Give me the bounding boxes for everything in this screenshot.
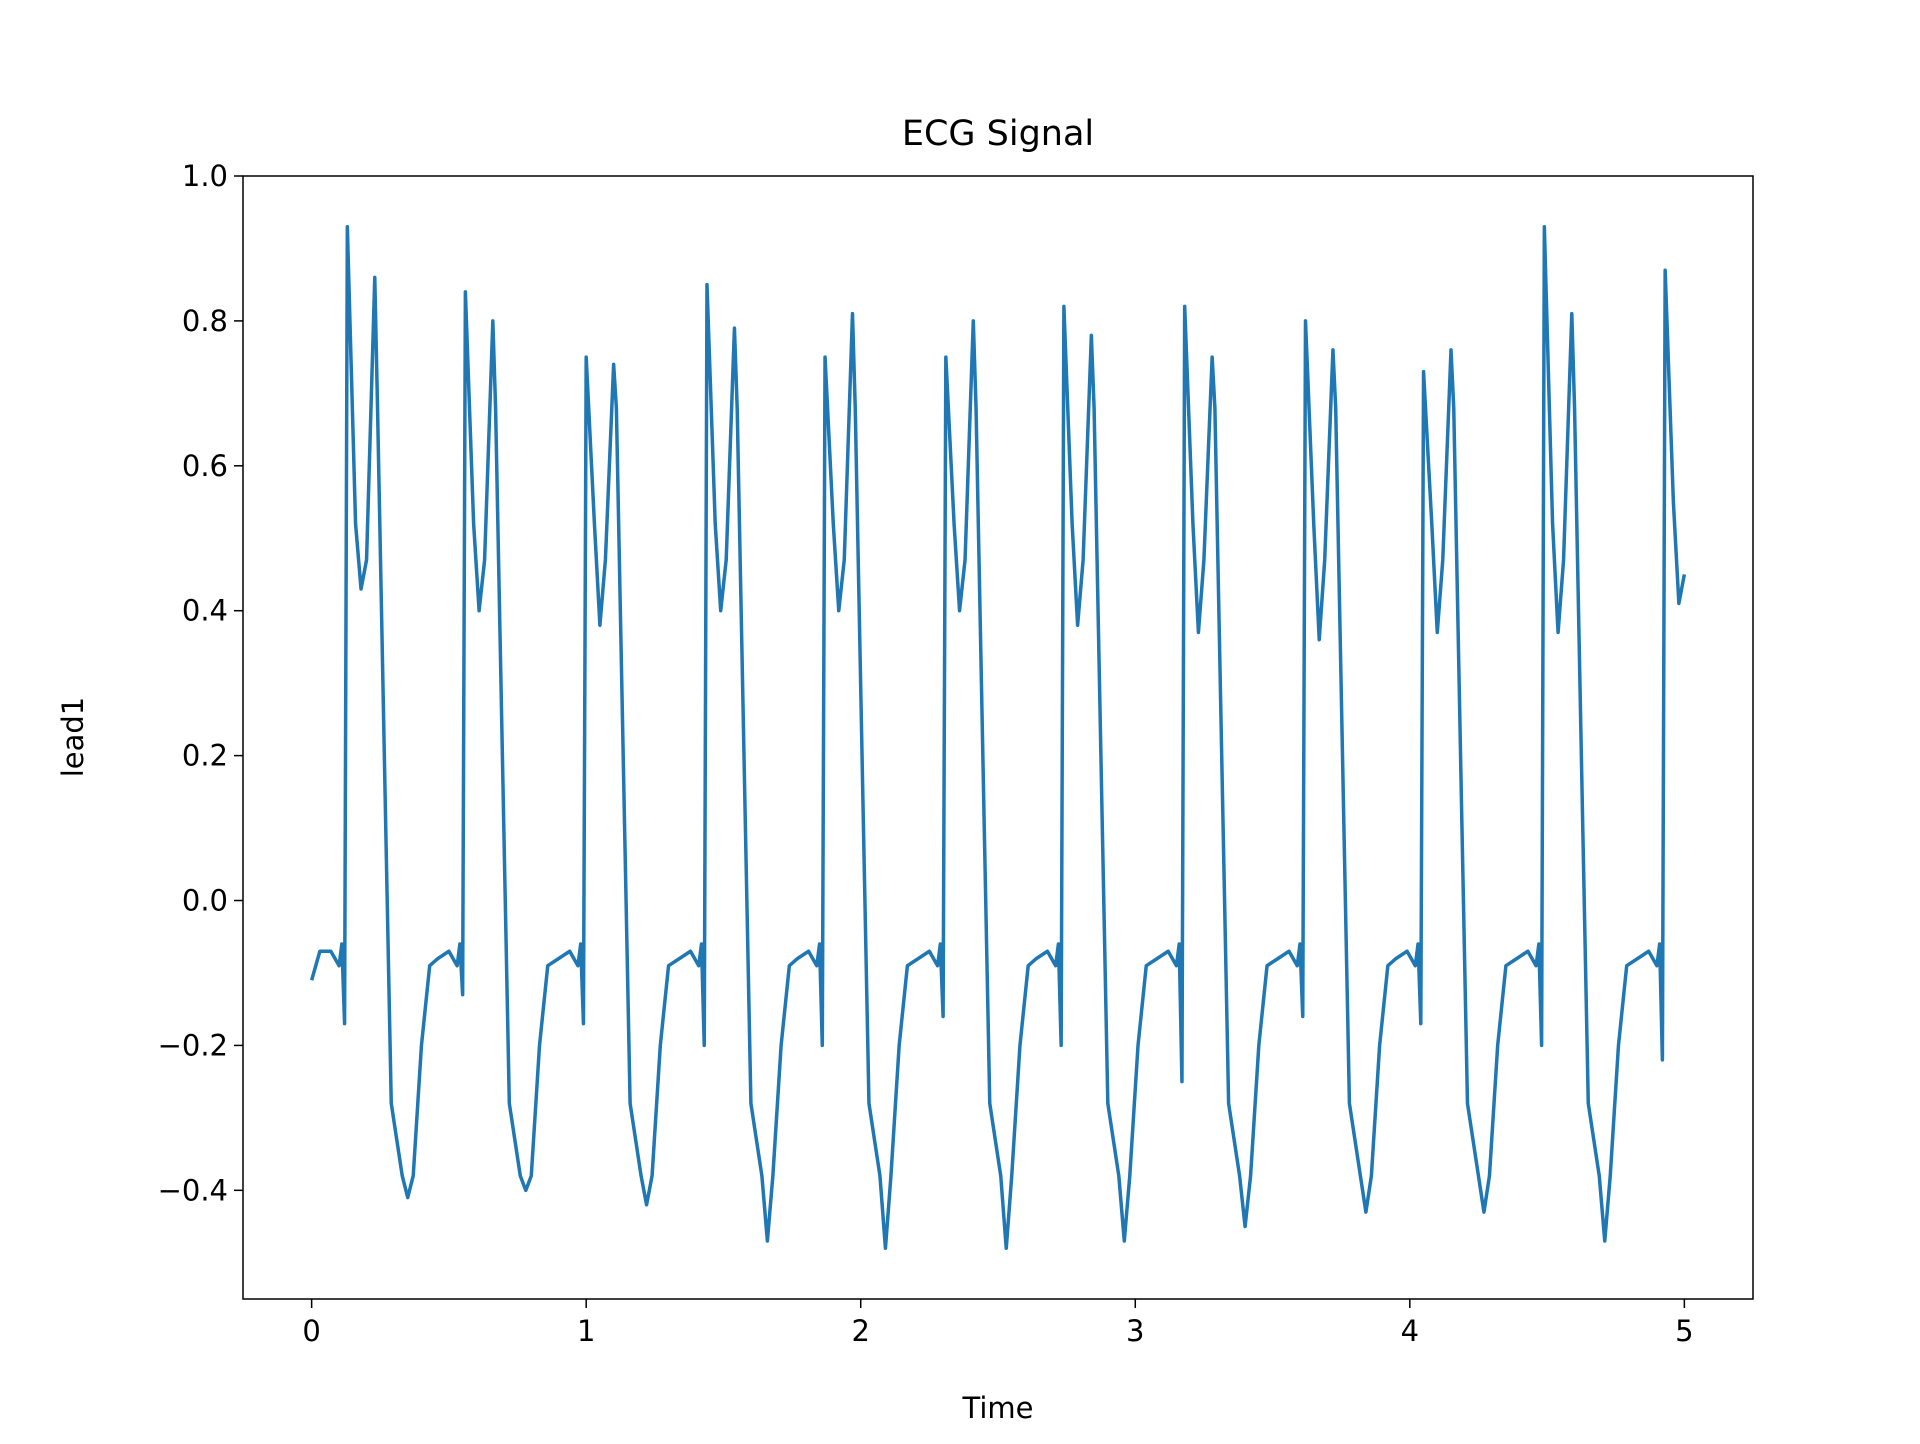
axes-frame <box>242 175 1754 1300</box>
x-axis-label: Time <box>962 1391 1034 1425</box>
y-tick-label: 1.0 <box>182 159 228 193</box>
x-tick-label: 0 <box>302 1314 320 1348</box>
x-tick-label: 4 <box>1401 1314 1419 1348</box>
x-tick-label: 5 <box>1675 1314 1693 1348</box>
chart-title: ECG Signal <box>902 114 1094 154</box>
y-tick-label: 0.2 <box>182 739 228 773</box>
x-tick-label: 1 <box>577 1314 595 1348</box>
y-tick-label: 0.6 <box>182 449 228 483</box>
y-axis-label: lead1 <box>56 697 90 778</box>
x-tick-label: 2 <box>852 1314 870 1348</box>
x-tick-label: 3 <box>1126 1314 1144 1348</box>
y-tick-label: −0.4 <box>158 1173 228 1207</box>
y-tick-label: 0.8 <box>182 304 228 338</box>
y-tick-label: 0.4 <box>182 594 228 628</box>
y-tick-label: −0.2 <box>158 1028 228 1062</box>
y-tick-label: 0.0 <box>182 884 228 918</box>
signal-line <box>309 224 1687 1251</box>
